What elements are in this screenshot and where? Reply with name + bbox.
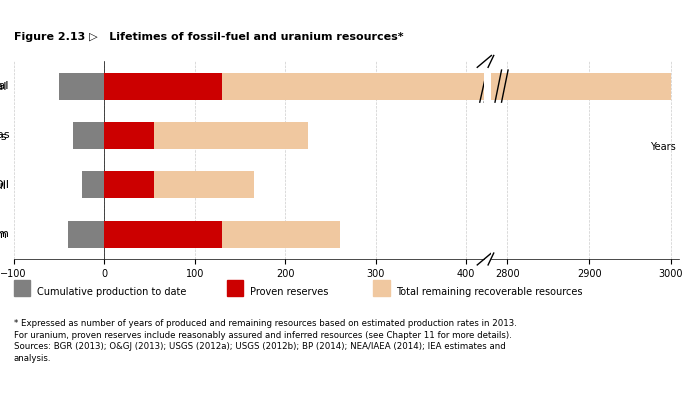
Text: Proven reserves: Proven reserves	[250, 287, 329, 297]
Text: Coal: Coal	[0, 81, 9, 91]
Bar	[82, 171, 104, 198]
Bar	[68, 221, 104, 248]
Text: * Expressed as number of years of produced and remaining resources based on esti: * Expressed as number of years of produc…	[14, 319, 517, 363]
Text: Natural gas: Natural gas	[0, 130, 9, 140]
Bar	[104, 171, 154, 198]
Bar	[491, 72, 671, 100]
Bar	[73, 122, 104, 149]
Bar	[373, 280, 390, 296]
Bar	[226, 280, 244, 296]
Text: Cumulative production to date: Cumulative production to date	[37, 287, 187, 297]
Bar	[104, 72, 222, 100]
Bar	[104, 122, 154, 149]
Text: Uranium: Uranium	[0, 229, 9, 239]
Text: Years: Years	[650, 142, 676, 152]
Text: Total remaining recoverable resources: Total remaining recoverable resources	[397, 287, 583, 297]
Bar	[222, 72, 484, 100]
Bar	[104, 221, 222, 248]
Bar	[59, 72, 104, 100]
Bar	[154, 122, 308, 149]
Text: Oil: Oil	[0, 180, 9, 190]
Text: Figure 2.13 ▷   Lifetimes of fossil-fuel and uranium resources*: Figure 2.13 ▷ Lifetimes of fossil-fuel a…	[14, 32, 403, 42]
Bar	[222, 221, 340, 248]
Bar	[14, 280, 30, 296]
Bar	[154, 171, 254, 198]
